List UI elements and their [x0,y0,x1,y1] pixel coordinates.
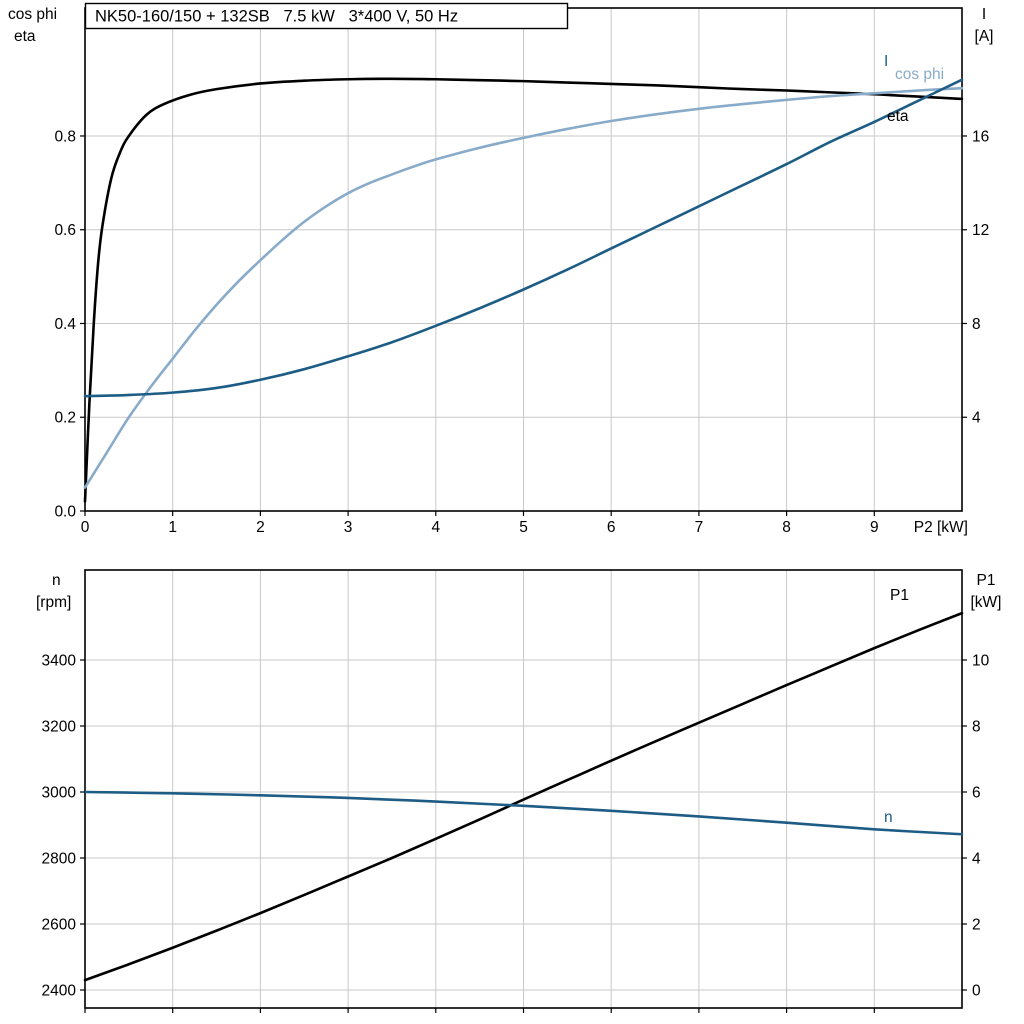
y-left-tick-label: 0.6 [54,222,76,239]
x-tick-label: 2 [256,519,265,536]
x-tick-label: 8 [782,519,791,536]
curve-label-cosphi: cos phi [895,66,944,83]
chart-title: NK50-160/150 + 132SB 7.5 kW 3*400 V, 50 … [95,8,458,26]
lower-right-axis-title-unit: [kW] [971,594,1002,611]
x-tick-label: 0 [81,519,90,536]
x-tick-label: 6 [607,519,616,536]
upper-x-axis-title: P2 [kW] [914,519,968,536]
curve-p1 [83,611,964,982]
curve-i [83,78,964,398]
x-tick-label: 1 [168,519,177,536]
title-box [84,2,569,30]
y-right-tick-label: 12 [972,222,989,239]
y-left-tick-label: 0.2 [54,410,76,427]
y-right-tick-label: 16 [972,128,989,145]
upper-right-axis-title-unit: [A] [975,28,994,45]
lower-right-axis-title-power: P1 [977,572,996,589]
y-right-tick-label: 6 [972,785,981,802]
curve-label-eta: eta [887,108,909,125]
y-left-tick-label: 0.4 [54,316,76,333]
y-left-tick-label: 3000 [42,785,77,802]
lower-left-axis-title-speed: n [52,572,61,589]
curve-cos-phi [83,86,964,489]
y-right-tick-label: 4 [972,851,981,868]
x-tick-label: 5 [519,519,528,536]
y-left-tick-label: 3400 [42,652,77,669]
y-left-tick-label: 0.0 [54,504,76,521]
y-left-tick-label: 0.8 [54,128,76,145]
curve-n [83,790,964,836]
upper-left-axis-title-cosphi: cos phi [8,6,57,23]
lower-chart-ticks [80,659,967,1013]
curve-eta [83,77,964,503]
y-left-tick-label: 3200 [42,718,77,735]
x-tick-label: 7 [695,519,704,536]
lower-chart-curves [83,611,964,982]
y-left-tick-label: 2600 [42,917,77,934]
y-right-tick-label: 2 [972,917,981,934]
curve-label-n: n [884,809,893,826]
y-left-tick-label: 2800 [42,851,77,868]
upper-right-axis-title-current: I [982,6,986,23]
curve-label-current: I [884,53,888,70]
lower-chart: 2400 2600 2800 3000 3200 3400 0 2 4 6 8 10 [42,569,990,1013]
x-tick-label: 4 [431,519,440,536]
y-right-tick-label: 8 [972,718,981,735]
upper-chart-curves [83,77,964,503]
upper-chart-grid [84,7,963,512]
static-labels: NK50-160/150 + 132SB 7.5 kW 3*400 V, 50 … [8,2,1002,826]
lower-chart-grid [84,569,963,1009]
lower-chart-tick-labels: 2400 2600 2800 3000 3200 3400 0 2 4 6 8 10 [42,652,990,999]
y-right-tick-label: 0 [972,983,981,1000]
y-right-tick-label: 4 [972,410,981,427]
x-tick-label: 3 [344,519,353,536]
y-right-tick-label: 8 [972,316,981,333]
y-left-tick-label: 2400 [42,983,77,1000]
x-tick-label: 9 [870,519,879,536]
curve-label-p1: P1 [890,587,909,604]
lower-left-axis-title-unit: [rpm] [36,594,71,611]
upper-left-axis-title-eta: eta [14,28,36,45]
upper-chart-ticks [80,135,967,516]
y-right-tick-label: 10 [972,652,990,669]
